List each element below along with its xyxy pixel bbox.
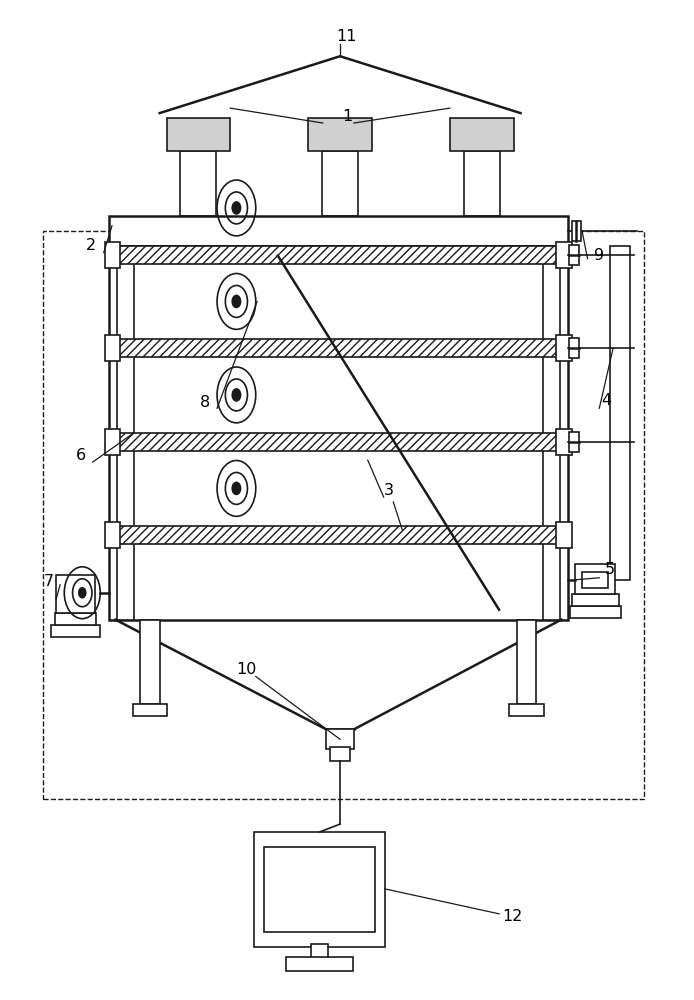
Bar	[557, 429, 572, 455]
Bar	[569, 245, 579, 265]
Bar	[557, 242, 572, 268]
Bar	[117, 339, 560, 357]
Bar	[570, 606, 621, 618]
Bar	[572, 594, 618, 606]
Bar	[464, 151, 500, 216]
Bar	[264, 847, 375, 932]
Circle shape	[232, 202, 241, 214]
Bar	[322, 151, 358, 216]
Bar	[557, 335, 572, 361]
Bar	[450, 118, 514, 151]
Bar	[509, 704, 544, 716]
Bar	[569, 338, 579, 358]
Bar	[105, 429, 120, 455]
Bar	[286, 957, 353, 971]
Bar	[569, 432, 579, 452]
Bar	[117, 526, 560, 544]
Text: 9: 9	[594, 248, 604, 263]
Circle shape	[232, 389, 241, 401]
Text: 2: 2	[86, 238, 96, 253]
Text: 12: 12	[502, 909, 523, 924]
Bar	[105, 522, 120, 548]
Bar	[311, 944, 328, 959]
Bar	[254, 832, 385, 947]
Bar	[51, 625, 99, 637]
Circle shape	[232, 295, 241, 307]
Bar	[572, 221, 582, 241]
Bar	[117, 433, 560, 451]
Bar	[609, 246, 630, 580]
Bar	[557, 522, 572, 548]
Bar	[117, 246, 560, 264]
Circle shape	[79, 588, 86, 598]
Bar	[330, 747, 350, 761]
Bar	[575, 564, 615, 594]
Bar	[133, 704, 167, 716]
Text: 5: 5	[604, 562, 615, 577]
Bar	[108, 216, 568, 246]
Bar	[56, 575, 94, 613]
Bar	[140, 620, 160, 704]
Bar	[517, 620, 536, 704]
Text: 10: 10	[237, 662, 257, 677]
Text: 11: 11	[337, 29, 357, 44]
Bar	[105, 242, 120, 268]
Bar	[180, 151, 217, 216]
Text: 7: 7	[43, 574, 53, 589]
Bar	[167, 118, 230, 151]
Circle shape	[232, 482, 241, 494]
Bar	[55, 613, 96, 625]
Text: 8: 8	[200, 395, 210, 410]
Bar	[543, 246, 560, 620]
Bar	[582, 572, 608, 588]
Bar	[117, 246, 134, 620]
Bar	[308, 118, 372, 151]
Text: 4: 4	[601, 393, 611, 408]
Bar	[43, 231, 644, 799]
Bar	[108, 246, 568, 620]
Text: 6: 6	[76, 448, 86, 463]
Bar	[326, 729, 354, 749]
Text: 1: 1	[342, 109, 352, 124]
Text: 3: 3	[384, 483, 393, 498]
Bar	[105, 335, 120, 361]
